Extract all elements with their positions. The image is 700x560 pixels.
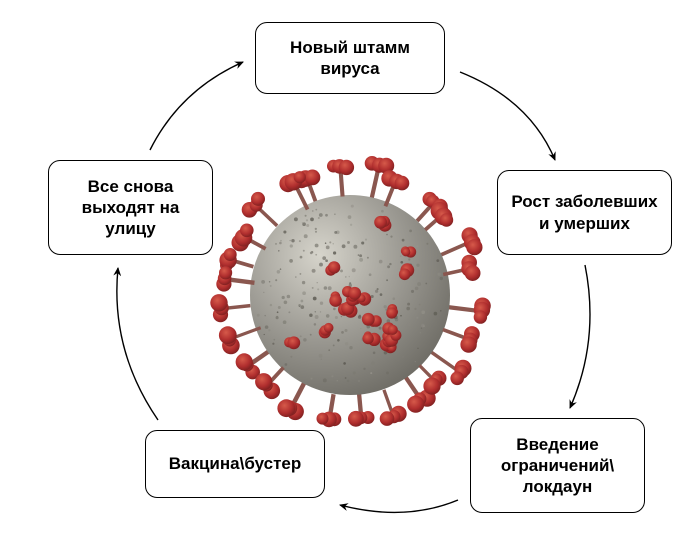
cycle-node-label: Все снова выходят на улицу xyxy=(82,176,180,240)
cycle-node-label: Рост заболевших и умерших xyxy=(511,191,657,234)
arrow-a5 xyxy=(150,62,243,150)
cycle-node-label: Вакцина\бустер xyxy=(169,453,302,474)
cycle-node-label: Введение ограничений\ локдаун xyxy=(501,434,614,498)
cycle-node-n1: Новый штамм вируса xyxy=(255,22,445,94)
arrow-a4 xyxy=(117,268,158,420)
cycle-node-n2: Рост заболевших и умерших xyxy=(497,170,672,255)
cycle-node-n4: Вакцина\бустер xyxy=(145,430,325,498)
cycle-node-n5: Все снова выходят на улицу xyxy=(48,160,213,255)
cycle-node-n3: Введение ограничений\ локдаун xyxy=(470,418,645,513)
arrow-a3 xyxy=(340,500,458,512)
cycle-node-label: Новый штамм вируса xyxy=(290,37,410,80)
coronavirus-illustration xyxy=(200,145,500,445)
arrow-a2 xyxy=(570,265,590,408)
diagram-stage: Новый штамм вируса Рост заболевших и умер… xyxy=(0,0,700,560)
